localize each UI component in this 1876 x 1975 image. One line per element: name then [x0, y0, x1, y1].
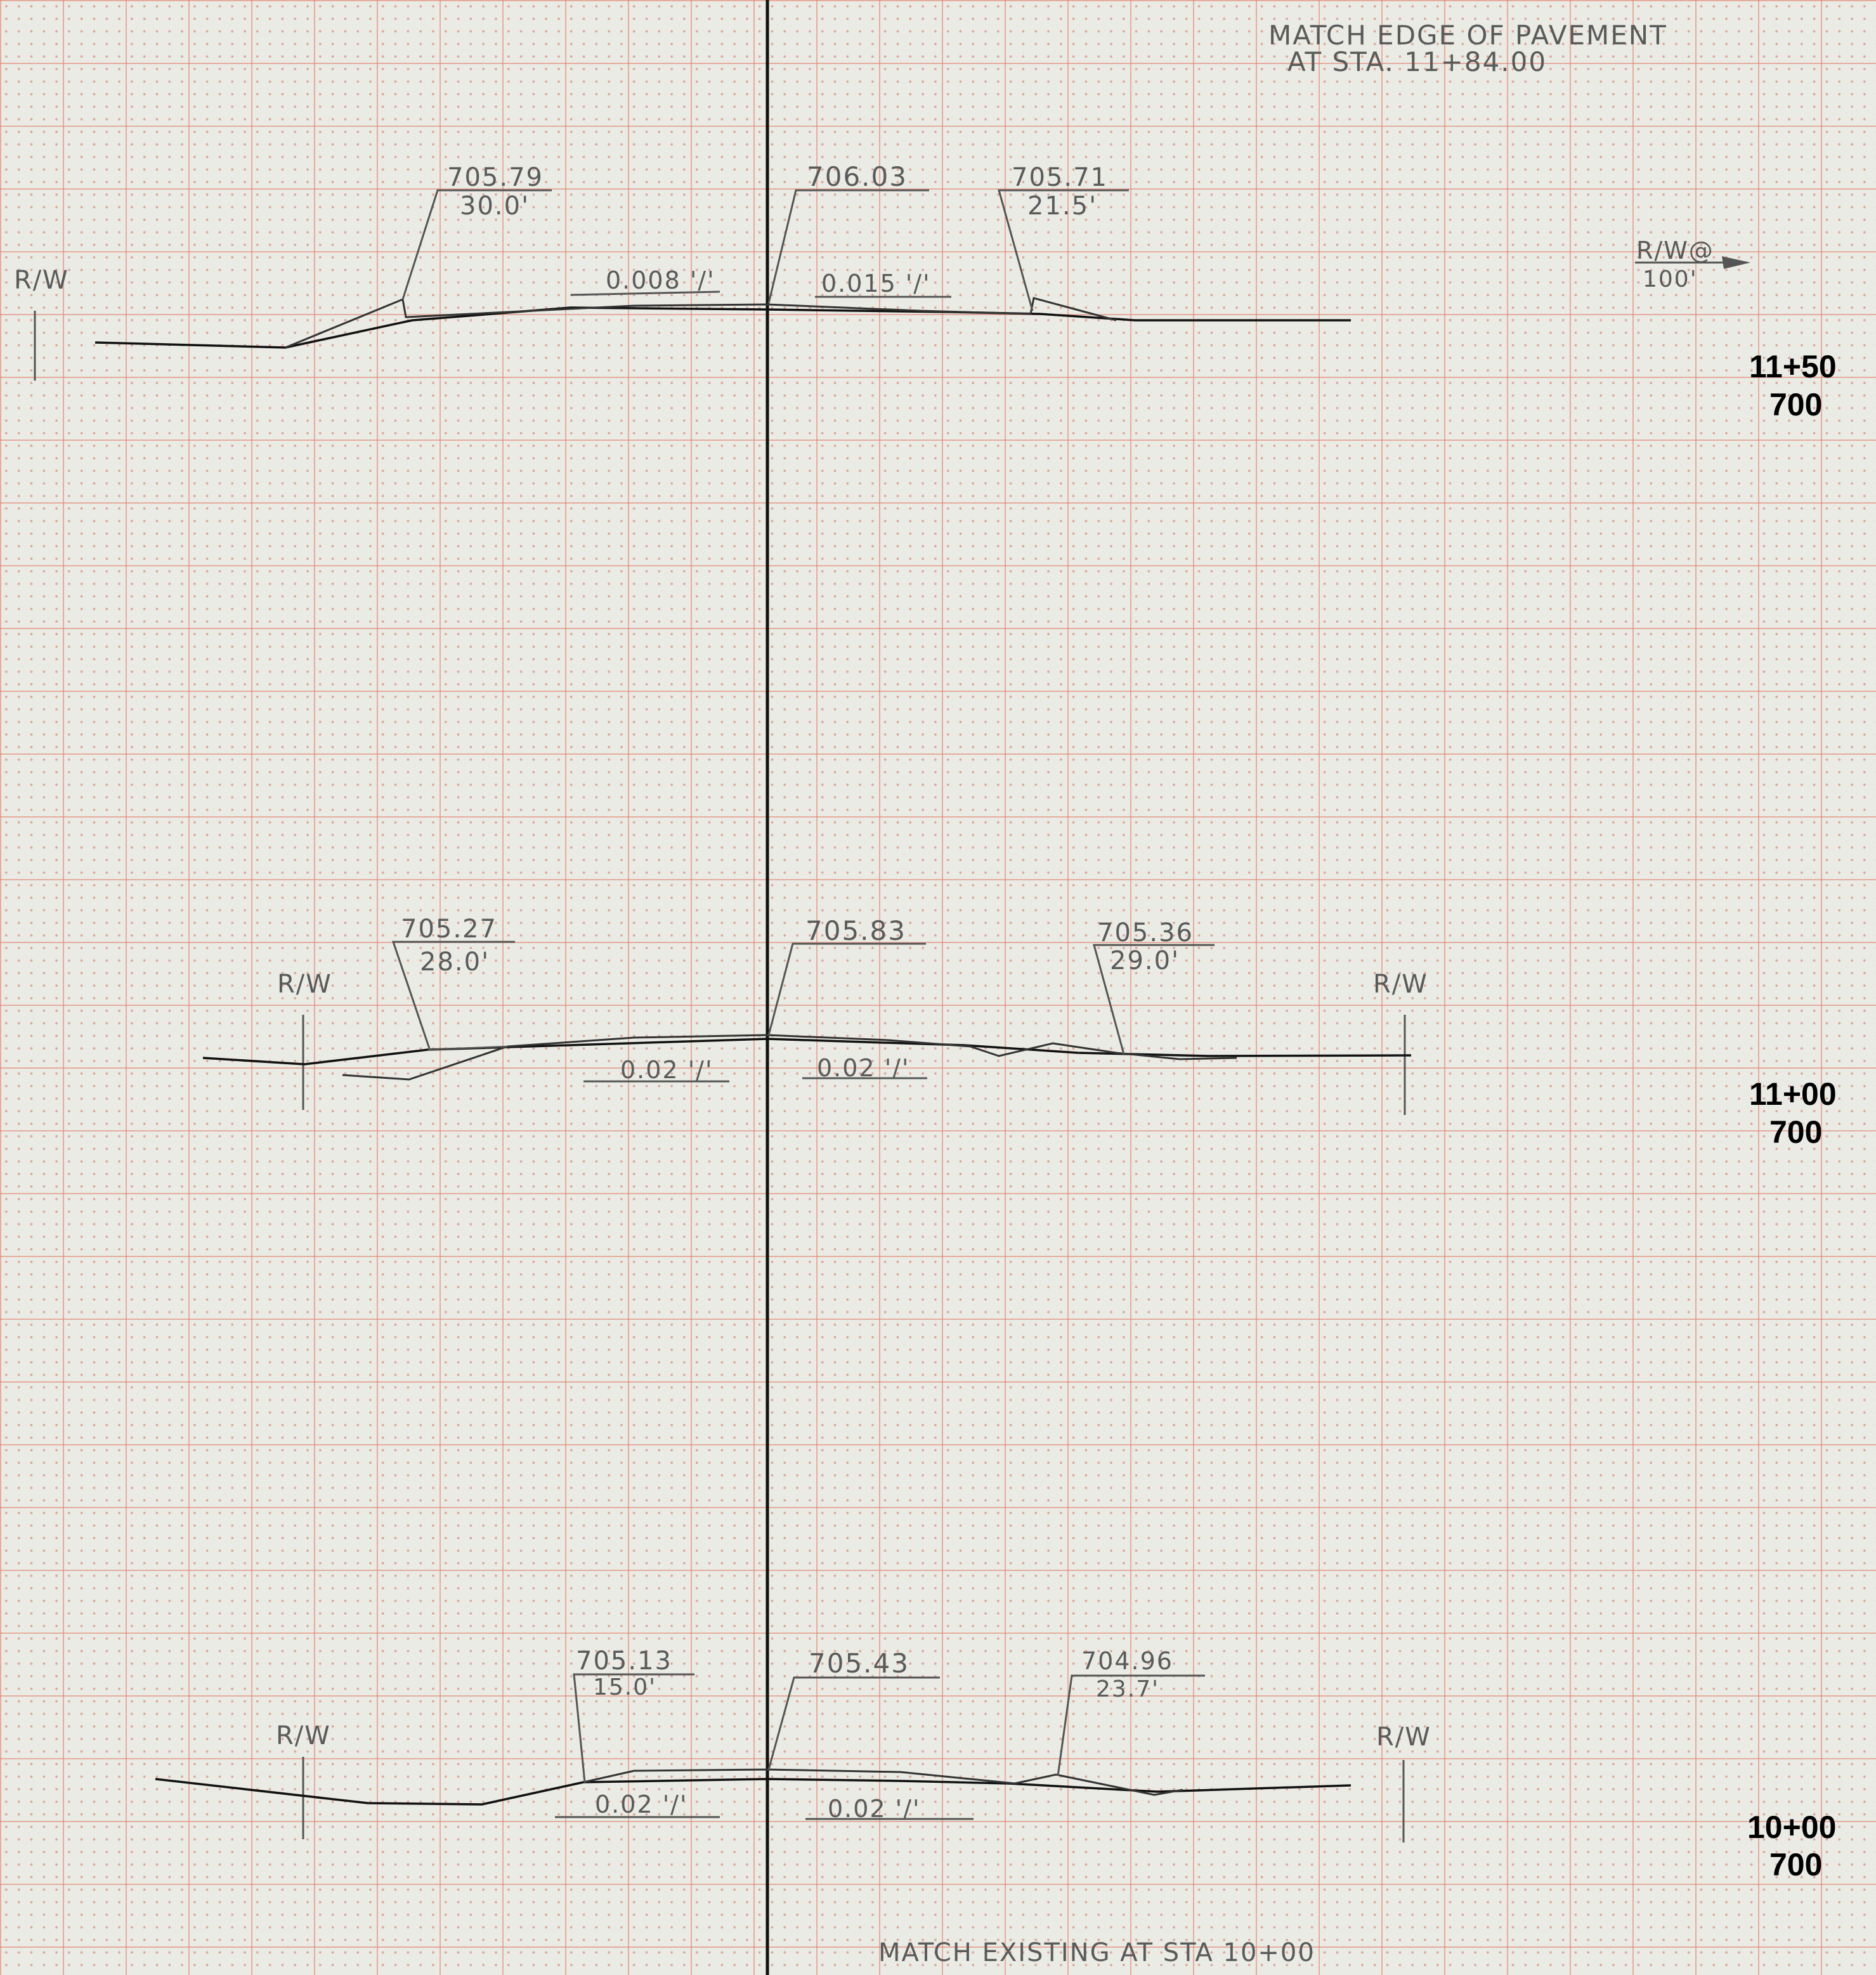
existing-ground	[94, 306, 1351, 349]
right-shoulder-elevation: 705.36	[1097, 918, 1194, 948]
station-label: 11+00	[1749, 1076, 1837, 1112]
left-shoulder-offset: 15.0'	[593, 1674, 656, 1700]
left-shoulder-elevation: 705.79	[447, 163, 544, 192]
centerline-elevation: 705.83	[805, 915, 906, 946]
datum-label: 700	[1769, 1847, 1822, 1882]
left-slope: 0.02 '/'	[620, 1056, 713, 1084]
right-slope: 0.015 '/'	[821, 270, 931, 297]
top-match-note: MATCH EDGE OF PAVEMENT AT STA. 11+84.00	[1268, 20, 1667, 77]
proposed-grade	[342, 1034, 1237, 1081]
right-shoulder-elevation: 704.96	[1081, 1647, 1173, 1675]
centerline-elevation: 705.43	[809, 1648, 909, 1679]
right-shoulder-leader	[1093, 944, 1215, 1055]
centerline-elevation: 706.03	[807, 161, 908, 192]
right-shoulder-offset: 21.5'	[1027, 192, 1097, 221]
centerline-leader	[767, 1676, 940, 1770]
datum-label: 700	[1769, 387, 1822, 422]
station-label: 11+50	[1749, 349, 1837, 384]
bottom-match-note: MATCH EXISTING AT STA 10+00	[878, 1938, 1315, 1967]
left-slope: 0.02 '/'	[595, 1790, 687, 1818]
right-rw-distance: 100'	[1643, 266, 1698, 292]
left-rw-label: R/W	[276, 1721, 331, 1750]
top-match-line-2: AT STA. 11+84.00	[1287, 46, 1547, 77]
left-shoulder-elevation: 705.13	[576, 1646, 672, 1676]
right-shoulder-leader	[998, 189, 1129, 311]
right-rw-label: R/W	[1376, 1723, 1431, 1752]
right-rw-arrowhead	[1722, 256, 1750, 269]
left-slope: 0.008 '/'	[606, 266, 715, 294]
right-shoulder-offset: 23.7'	[1096, 1676, 1159, 1702]
datum-label: 700	[1769, 1114, 1822, 1150]
top-match-line-1: MATCH EDGE OF PAVEMENT	[1268, 20, 1667, 51]
left-shoulder-offset: 30.0'	[460, 192, 530, 221]
proposed-grade	[285, 297, 1117, 349]
proposed-grade	[583, 1768, 1183, 1796]
centerline-leader	[767, 189, 929, 304]
centerline-leader	[767, 942, 926, 1036]
section-11-00: R/W R/W 705.27 28.0' 705.83 705.36 29.0'…	[202, 915, 1837, 1150]
existing-ground	[155, 1778, 1352, 1806]
left-slope-arrow	[570, 290, 720, 296]
station-label: 10+00	[1747, 1809, 1836, 1845]
left-shoulder-elevation: 705.27	[401, 915, 497, 944]
existing-ground	[202, 1038, 1412, 1066]
left-rw-label: R/W	[14, 266, 69, 295]
right-rw-label: R/W	[1373, 970, 1428, 999]
right-shoulder-offset: 29.0'	[1110, 946, 1180, 975]
right-rw-note: R/W@	[1636, 237, 1714, 264]
right-shoulder-elevation: 705.71	[1012, 163, 1108, 192]
left-shoulder-leader	[401, 189, 552, 300]
section-11-50: R/W R/W@ 100' 705.79 30.0' 706.03 705.71…	[14, 161, 1837, 422]
left-shoulder-offset: 28.0'	[420, 948, 490, 977]
section-10-00: R/W R/W 705.13 15.0' 705.43 704.96 23.7'…	[155, 1646, 1836, 1882]
right-shoulder-leader	[1057, 1674, 1205, 1776]
ditch-grade	[427, 1045, 508, 1051]
left-shoulder-leader	[573, 1673, 694, 1783]
left-shoulder-leader	[391, 941, 515, 1051]
left-rw-label: R/W	[277, 970, 332, 999]
